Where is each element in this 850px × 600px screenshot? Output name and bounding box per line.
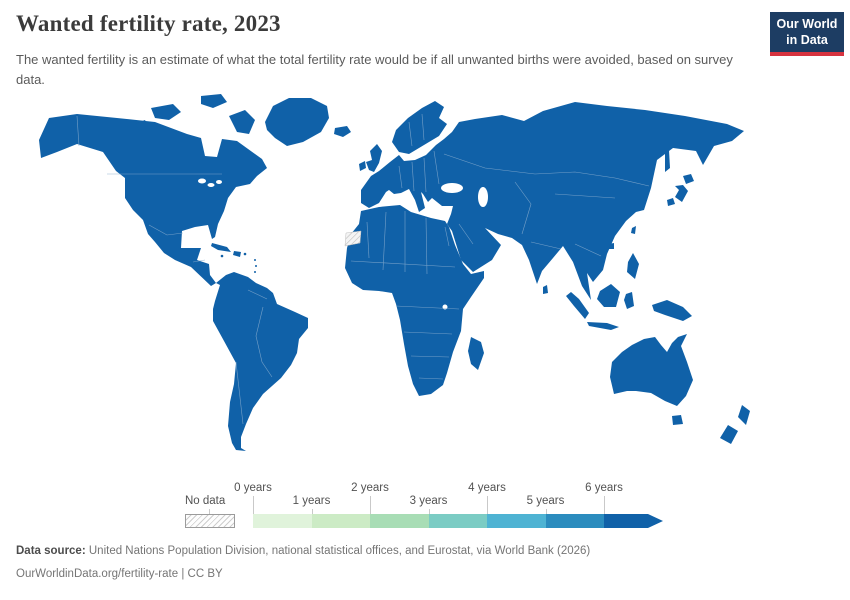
region-java[interactable]: [587, 322, 619, 330]
region-south-america[interactable]: [213, 272, 308, 451]
no-data-tick: [209, 509, 210, 514]
region-madagascar[interactable]: [468, 337, 484, 370]
legend-bin-0[interactable]: [253, 514, 312, 528]
legend-tick-label: 6 years: [585, 482, 623, 494]
land-regions: [39, 94, 750, 451]
region-greenland[interactable]: [265, 98, 329, 146]
footer-license: CC BY: [187, 567, 223, 580]
legend-tick-line: [311, 509, 313, 514]
legend-tick-line: [604, 496, 605, 514]
legend-tick-line: [253, 496, 254, 514]
legend-bin-4[interactable]: [487, 514, 546, 528]
region-north-america[interactable]: [39, 114, 267, 286]
region-new-zealand-south[interactable]: [720, 425, 738, 444]
legend-bin-5[interactable]: [545, 514, 604, 528]
region-new-guinea[interactable]: [652, 300, 692, 321]
legend-tick-label: 3 years: [409, 495, 448, 507]
region-ireland[interactable]: [359, 161, 366, 171]
region-japan-kyushu[interactable]: [667, 198, 675, 206]
chart-footer: Data source: United Nations Population D…: [16, 544, 590, 590]
region-great-britain[interactable]: [366, 144, 382, 172]
owid-logo[interactable]: Our World in Data: [770, 12, 844, 57]
legend-color-bar[interactable]: [253, 514, 663, 528]
legend-bin-3[interactable]: [428, 514, 487, 528]
region-japan-honshu[interactable]: [675, 185, 688, 202]
region-iceland[interactable]: [334, 126, 351, 137]
region-tasmania[interactable]: [672, 415, 683, 425]
region-no-data-western-sahara[interactable]: [344, 230, 362, 247]
legend-bin-2[interactable]: [370, 514, 429, 528]
region-borneo[interactable]: [597, 284, 620, 307]
world-map[interactable]: [15, 93, 835, 475]
chart-title: Wanted fertility rate, 2023: [16, 11, 281, 36]
legend-bin-6[interactable]: [604, 514, 648, 528]
legend-tick-label: 5 years: [526, 495, 565, 507]
map-legend: No data 0 years 1 years 2 years 3 years 4 ye…: [0, 482, 850, 532]
region-eurasia[interactable]: [361, 102, 744, 300]
region-victoria-island[interactable]: [151, 104, 181, 120]
region-japan-hokkaido[interactable]: [683, 174, 694, 184]
footer-license-line: OurWorldinData.org/fertility-rate | CC B…: [16, 567, 590, 582]
footer-source-label: Data source:: [16, 545, 86, 557]
no-data-swatch[interactable]: [185, 514, 235, 528]
legend-bin-1[interactable]: [311, 514, 370, 528]
owid-logo-line2: in Data: [786, 32, 828, 47]
region-philippines[interactable]: [627, 253, 639, 279]
region-sri-lanka[interactable]: [543, 285, 548, 294]
legend-tick-label: 0 years: [234, 482, 272, 494]
caribbean-islands[interactable]: [220, 252, 257, 273]
region-cuba[interactable]: [211, 243, 231, 252]
footer-separator: |: [181, 567, 185, 580]
footer-source-text: United Nations Population Division, nati…: [88, 545, 591, 557]
region-hispaniola[interactable]: [233, 251, 241, 257]
region-baffin-island[interactable]: [229, 110, 255, 134]
legend-tick-label: 4 years: [468, 482, 506, 494]
chart-subtitle: The wanted fertility is an estimate of w…: [16, 52, 733, 88]
region-hainan[interactable]: [609, 243, 614, 249]
country-borders: [76, 113, 650, 425]
legend-tick-line: [428, 509, 430, 514]
region-sumatra[interactable]: [566, 292, 589, 319]
region-sakhalin[interactable]: [665, 150, 670, 172]
region-ellesmere-island[interactable]: [201, 94, 227, 108]
region-new-zealand-north[interactable]: [738, 405, 750, 425]
region-australia[interactable]: [610, 334, 693, 406]
no-data-label: No data: [185, 495, 226, 507]
region-taiwan[interactable]: [631, 226, 636, 234]
region-sulawesi[interactable]: [624, 292, 634, 309]
legend-tick-line: [545, 509, 547, 514]
legend-arrow: [648, 514, 663, 528]
footer-source-line: Data source: United Nations Population D…: [16, 544, 590, 559]
footer-url[interactable]: OurWorldinData.org/fertility-rate: [16, 567, 179, 580]
region-africa[interactable]: [345, 205, 484, 396]
legend-tick-label: 2 years: [351, 482, 389, 494]
owid-logo-line1: Our World: [776, 17, 838, 31]
legend-tick-line: [370, 496, 371, 514]
region-arctic-island[interactable]: [135, 120, 149, 130]
legend-tick-label: 1 years: [292, 495, 331, 507]
region-scandinavia[interactable]: [392, 101, 447, 154]
legend-tick-line: [487, 496, 488, 514]
